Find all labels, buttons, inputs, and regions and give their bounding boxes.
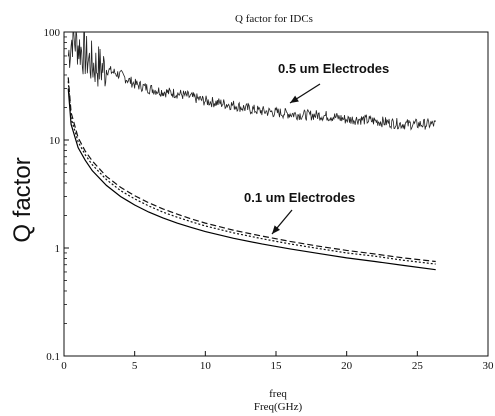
x-tick-label: 30: [483, 360, 495, 372]
y-tick-label: 10: [49, 135, 61, 147]
series-line-1: [67, 88, 436, 271]
annotation-arrow-0p5um-head: [290, 95, 299, 103]
y-tick-label: 1: [55, 243, 61, 255]
x-tick-label: 20: [341, 360, 353, 372]
x-tick-label: 0: [61, 360, 67, 372]
chart-title: Q factor for IDCs: [235, 13, 313, 25]
series-line-0: [67, 32, 437, 131]
annotation-0p1um: 0.1 um Electrodes: [244, 190, 355, 205]
x-tick-label: 5: [132, 360, 138, 372]
x-tick-label: 10: [200, 360, 212, 372]
y-tick-label: 100: [44, 27, 61, 39]
series-line-2: [67, 81, 436, 265]
x-axis-label-bottom: Freq(GHz): [254, 401, 303, 413]
annotation-0p5um: 0.5 um Electrodes: [278, 61, 389, 76]
series-line-3: [67, 77, 436, 263]
y-axis-label: Q factor: [9, 157, 36, 242]
x-tick-label: 25: [412, 360, 424, 372]
y-tick-label: 0.1: [46, 351, 60, 363]
x-tick-label: 15: [271, 360, 283, 372]
x-axis-label-top: freq: [269, 388, 287, 400]
annotation-arrow-0p1um-head: [272, 225, 280, 234]
